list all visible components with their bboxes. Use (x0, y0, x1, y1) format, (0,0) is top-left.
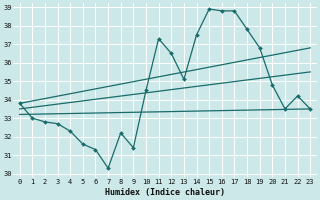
X-axis label: Humidex (Indice chaleur): Humidex (Indice chaleur) (105, 188, 225, 197)
